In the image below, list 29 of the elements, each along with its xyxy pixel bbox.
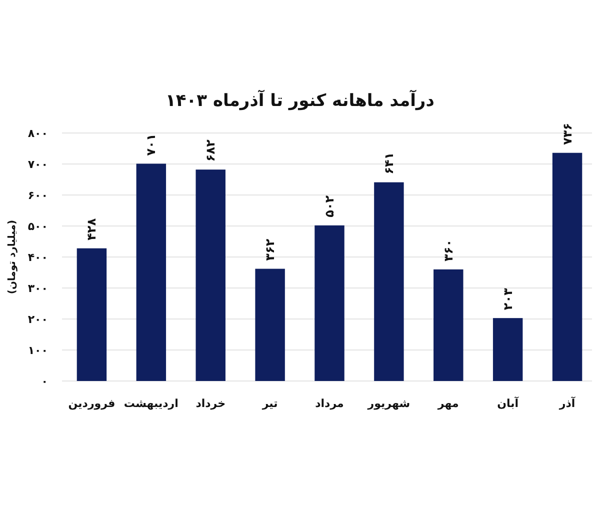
y-tick-label: ۴۰۰	[28, 251, 48, 264]
y-tick-label: ۰	[41, 375, 48, 388]
x-tick-label: فروردین	[68, 397, 116, 410]
data-label: ۴۲۸	[84, 218, 99, 240]
data-label: ۶۸۲	[204, 138, 218, 162]
y-axis-title: (میلیارد تومان)	[7, 220, 18, 294]
x-tick-label: آذر	[558, 396, 576, 410]
y-tick-label: ۶۰۰	[28, 189, 48, 202]
y-tick-label: ۳۰۰	[28, 282, 48, 295]
data-label: ۳۶۲	[263, 238, 278, 261]
x-tick-label: آبان	[497, 396, 519, 410]
x-tick-label: مرداد	[315, 397, 344, 410]
data-label: ۵۰۲	[322, 194, 336, 218]
data-label: ۷۳۶	[560, 122, 574, 145]
x-tick-label: اردیبهشت	[124, 397, 178, 410]
y-tick-label: ۵۰۰	[28, 220, 48, 233]
y-tick-label: ۱۰۰	[28, 344, 48, 357]
x-tick-label: خرداد	[196, 397, 226, 410]
chart-title: درآمد ماهانه کنور تا آذرماه ۱۴۰۳	[166, 89, 435, 111]
y-tick-label: ۸۰۰	[28, 127, 48, 140]
data-label: ۲۰۳	[500, 287, 515, 310]
x-tick-label: مهر	[436, 397, 459, 410]
data-label: ۷۰۱	[144, 134, 158, 156]
data-label: ۶۴۱	[382, 152, 396, 174]
x-tick-label: شهریور	[366, 397, 410, 410]
x-tick-label: تیر	[261, 397, 278, 410]
y-tick-label: ۷۰۰	[28, 158, 48, 171]
data-label: ۳۶۰	[441, 239, 456, 262]
y-tick-label: ۲۰۰	[28, 313, 48, 326]
